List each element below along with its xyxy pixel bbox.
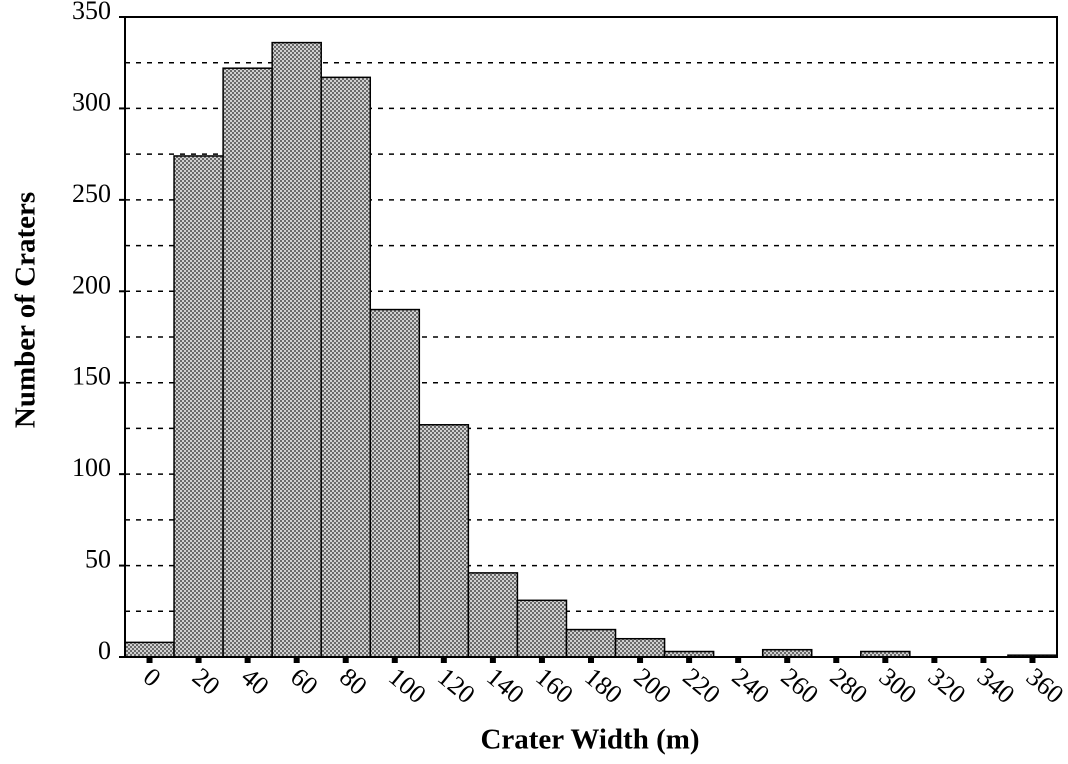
y-tick-label: 200 xyxy=(72,270,111,299)
x-tick-label: 100 xyxy=(383,662,432,709)
x-tick xyxy=(784,657,791,663)
x-tick xyxy=(931,657,938,663)
x-tick xyxy=(195,657,202,663)
x-tick xyxy=(244,657,251,663)
x-tick-label: 80 xyxy=(334,662,373,701)
x-tick-label: 60 xyxy=(285,662,324,701)
x-tick xyxy=(588,657,594,663)
x-tick-label: 240 xyxy=(726,662,775,709)
x-tick-label: 20 xyxy=(187,662,226,701)
plot-frame xyxy=(124,16,1058,658)
x-tick xyxy=(1029,657,1036,663)
y-tick-label: 0 xyxy=(98,636,111,665)
x-tick xyxy=(391,657,398,663)
y-tick-label: 250 xyxy=(72,179,111,208)
bar xyxy=(222,67,273,658)
x-tick-label: 200 xyxy=(628,662,677,709)
x-tick-label: 320 xyxy=(923,662,972,709)
y-tick-label: 150 xyxy=(72,362,111,391)
x-tick xyxy=(440,657,447,663)
x-tick-label: 220 xyxy=(677,662,726,709)
x-tick xyxy=(686,657,693,663)
x-tick xyxy=(980,657,987,663)
x-axis-title: Crater Width (m) xyxy=(480,724,699,756)
bar xyxy=(369,308,421,658)
bar xyxy=(124,641,175,658)
x-tick-label: 260 xyxy=(776,662,825,709)
bar xyxy=(418,424,470,658)
x-tick-label: 300 xyxy=(874,662,923,709)
bar xyxy=(516,599,568,658)
bar xyxy=(320,76,372,658)
x-tick-label: 40 xyxy=(236,662,275,701)
x-tick xyxy=(833,657,840,663)
x-tick-label: 120 xyxy=(432,662,481,709)
x-tick-label: 140 xyxy=(481,662,530,709)
bar xyxy=(271,41,322,658)
x-tick xyxy=(538,657,545,663)
x-tick xyxy=(882,657,889,663)
bar xyxy=(761,648,813,658)
x-tick xyxy=(489,657,496,663)
y-tick-label: 50 xyxy=(85,545,111,574)
y-tick-label: 350 xyxy=(72,0,111,25)
x-tick-label: 280 xyxy=(825,662,874,709)
x-tick xyxy=(146,657,153,663)
x-tick xyxy=(293,657,300,663)
x-tick xyxy=(342,657,349,663)
y-tick-label: 300 xyxy=(72,87,111,116)
x-tick xyxy=(735,657,742,663)
y-tick-label: 100 xyxy=(72,453,111,482)
x-tick-label: 180 xyxy=(579,662,628,709)
x-tick xyxy=(637,657,644,663)
x-tick-label: 360 xyxy=(1021,662,1068,709)
bar xyxy=(173,155,224,658)
x-tick-label: 340 xyxy=(972,662,1021,709)
bar xyxy=(467,572,519,658)
y-axis-title: Number of Craters xyxy=(10,192,42,428)
x-tick-label: 160 xyxy=(530,662,579,709)
bar xyxy=(565,628,617,658)
bar xyxy=(614,637,666,658)
x-tick-label: 0 xyxy=(138,662,167,693)
